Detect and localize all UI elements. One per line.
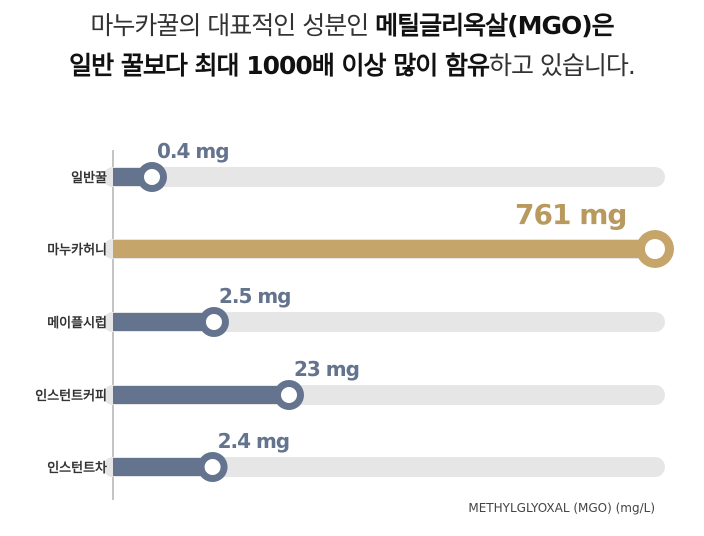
bar-row-3: 인스턴트커피 23 mg (35, 357, 665, 410)
category-label: 인스턴트커피 (35, 388, 107, 404)
category-label: 마누카허니 (47, 242, 107, 258)
bar-row-0: 일반꿀 0.4 mg (71, 139, 665, 192)
bar (113, 458, 213, 476)
bar (113, 386, 289, 404)
bar-end-dot (645, 239, 665, 259)
bar (113, 240, 655, 258)
category-label: 메이플시럽 (47, 315, 107, 331)
value-label: 761 mg (515, 198, 626, 231)
unit-caption: METHYLGLYOXAL (MGO) (mg/L) (468, 501, 655, 515)
category-label: 인스턴트차 (47, 460, 107, 476)
headline-line-2: 일반 꿀보다 최대 1000배 이상 많이 함유하고 있습니다. (0, 46, 704, 86)
headline-line1-emphasis: 메틸글리옥살(MGO)은 (375, 11, 615, 40)
headline-line2-text: 하고 있습니다. (488, 51, 636, 80)
bar-row-2: 메이플시럽 2.5 mg (47, 284, 665, 337)
bar-end-dot (281, 387, 297, 403)
bar-row-4: 인스턴트차 2.4 mg (47, 429, 665, 482)
value-label: 2.5 mg (219, 284, 291, 308)
headline: 마누카꿀의 대표적인 성분인 메틸글리옥살(MGO)은 일반 꿀보다 최대 10… (0, 6, 704, 86)
headline-line1-text: 마누카꿀의 대표적인 성분인 (90, 11, 376, 40)
value-label: 2.4 mg (218, 429, 290, 453)
bar (113, 313, 214, 331)
bar-end-dot (144, 169, 160, 185)
bar-end-dot (205, 314, 222, 330)
category-label: 일반꿀 (71, 170, 107, 186)
bar-row-1: 마누카허니 761 mg (47, 198, 674, 268)
bar-end-dot (204, 459, 221, 475)
value-label: 0.4 mg (157, 139, 229, 163)
headline-line-1: 마누카꿀의 대표적인 성분인 메틸글리옥살(MGO)은 (0, 6, 704, 46)
value-label: 23 mg (294, 357, 359, 381)
headline-line2-emphasis: 일반 꿀보다 최대 1000배 이상 많이 함유 (69, 51, 490, 80)
